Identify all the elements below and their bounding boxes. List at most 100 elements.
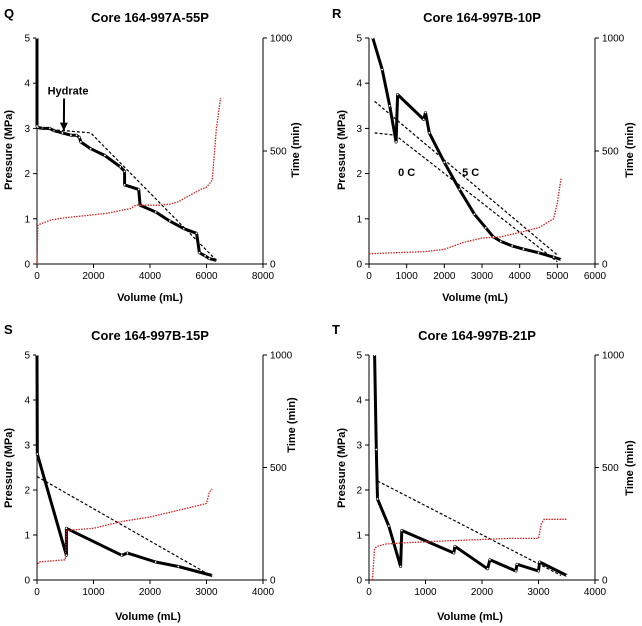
y-tick-label: 2 xyxy=(356,169,362,180)
y-tick-label: 0 xyxy=(24,260,30,271)
x-tick-label: 3000 xyxy=(471,271,494,282)
pressure-point xyxy=(168,220,171,222)
x-tick-label: 1000 xyxy=(396,271,419,282)
y-tick-label: 4 xyxy=(356,79,362,90)
pressure-point xyxy=(36,453,39,455)
pressure-point xyxy=(399,565,402,568)
y2-axis-label: Time (min) xyxy=(290,122,302,178)
pressure-point xyxy=(538,561,541,563)
pressure-point xyxy=(36,354,38,356)
plot-area: 0 1000 2000 3000 4000 5000 6000012345050010000… xyxy=(356,34,624,283)
y-tick-label: 3 xyxy=(356,124,362,135)
panel-t: T Core 164-997B-21P 0 1000 2000 3000 4000012… xyxy=(332,322,636,623)
time-line xyxy=(36,97,222,265)
y-axis-label: Pressure (MPa) xyxy=(336,428,348,508)
y-tick-label: 5 xyxy=(24,351,30,362)
y-tick-label: 5 xyxy=(356,351,362,362)
pressure-point xyxy=(79,141,82,143)
x-tick-label: 0 xyxy=(34,587,40,598)
pressure-point xyxy=(61,132,64,134)
pressure-point xyxy=(375,448,378,451)
pressure-point xyxy=(387,525,390,527)
pressure-point xyxy=(78,136,81,139)
annotation-arrowhead xyxy=(59,122,68,131)
y2-tick-label: 0 xyxy=(270,260,276,271)
time-line xyxy=(36,488,213,567)
pressure-point xyxy=(381,68,384,71)
x-tick-label: 6000 xyxy=(584,271,607,282)
pressure-point xyxy=(198,251,201,254)
pressure-point xyxy=(560,258,562,261)
x-tick-label: 2000 xyxy=(471,587,494,598)
pressure-point xyxy=(473,213,476,216)
y-tick-label: 3 xyxy=(356,441,362,452)
y-axis-label: Pressure (MPa) xyxy=(3,110,15,190)
y-axis-label: Pressure (MPa) xyxy=(3,428,15,508)
panel-letter: R xyxy=(332,6,342,21)
x-tick-label: 0 xyxy=(34,271,40,282)
y2-axis-label: Time (min) xyxy=(286,397,298,453)
pressure-point xyxy=(204,254,206,257)
pressure-point xyxy=(120,554,123,557)
panel-title: Core 164-997A-55P xyxy=(91,10,209,25)
y-tick-label: 2 xyxy=(24,486,30,497)
annotation-label: 5 C xyxy=(462,167,479,179)
pressure-point xyxy=(537,570,540,572)
x-tick-label: 4000 xyxy=(252,587,275,598)
y2-tick-label: 0 xyxy=(602,260,608,271)
pressure-point xyxy=(395,141,398,143)
panel-letter: T xyxy=(332,322,340,337)
x-axis-label: Volume (mL) xyxy=(115,611,181,623)
y-axis-label: Pressure (MPa) xyxy=(336,110,348,190)
pressure-point xyxy=(424,111,427,114)
trend-line xyxy=(374,132,558,263)
y2-tick-label: 1000 xyxy=(602,351,625,362)
pressure-point xyxy=(511,245,514,247)
x-axis-label: Volume (mL) xyxy=(442,292,508,304)
pressure-point xyxy=(484,226,487,229)
pressure-point xyxy=(522,248,525,250)
x-tick-label: 6000 xyxy=(195,271,218,282)
x-axis-label: Volume (mL) xyxy=(437,611,503,623)
x-tick-label: 2000 xyxy=(82,271,105,282)
y-tick-label: 2 xyxy=(24,169,30,180)
y2-tick-label: 0 xyxy=(270,576,276,587)
y2-tick-label: 1000 xyxy=(602,34,625,45)
pressure-point xyxy=(499,240,502,243)
y-tick-label: 3 xyxy=(24,441,30,452)
x-tick-label: 0 xyxy=(366,271,372,282)
time-line xyxy=(368,178,562,255)
y2-axis-label: Time (min) xyxy=(624,440,636,496)
x-tick-label: 4000 xyxy=(584,587,607,598)
time-line xyxy=(371,518,567,581)
x-tick-label: 3000 xyxy=(527,587,550,598)
y2-tick-label: 0 xyxy=(602,576,608,587)
y-tick-label: 0 xyxy=(24,576,30,587)
trend-line xyxy=(36,475,213,577)
pressure-line xyxy=(35,38,217,262)
y2-tick-label: 500 xyxy=(602,463,619,474)
y2-tick-label: 500 xyxy=(602,147,619,158)
pressure-point xyxy=(422,118,425,121)
panel-s: S Core 164-997B-15P 0 1000 2000 3000 4000012… xyxy=(3,322,298,623)
pressure-point xyxy=(70,134,72,137)
trend-line xyxy=(377,480,562,577)
y-tick-label: 1 xyxy=(24,214,30,225)
pressure-point xyxy=(36,125,38,128)
trend-line xyxy=(36,127,219,263)
y-tick-label: 0 xyxy=(356,260,362,271)
y-tick-label: 5 xyxy=(24,34,30,45)
pressure-point xyxy=(388,104,391,107)
pressure-point xyxy=(119,165,122,168)
x-tick-label: 3000 xyxy=(195,587,218,598)
panel-title: Core 164-997B-10P xyxy=(423,10,541,25)
y2-tick-label: 1000 xyxy=(270,34,293,45)
pressure-point xyxy=(137,188,140,191)
pressure-point xyxy=(396,93,399,96)
panel-title: Core 164-997B-15P xyxy=(91,328,209,343)
pressure-point xyxy=(489,558,491,561)
y-tick-label: 0 xyxy=(356,576,362,587)
pressure-point xyxy=(126,552,129,554)
